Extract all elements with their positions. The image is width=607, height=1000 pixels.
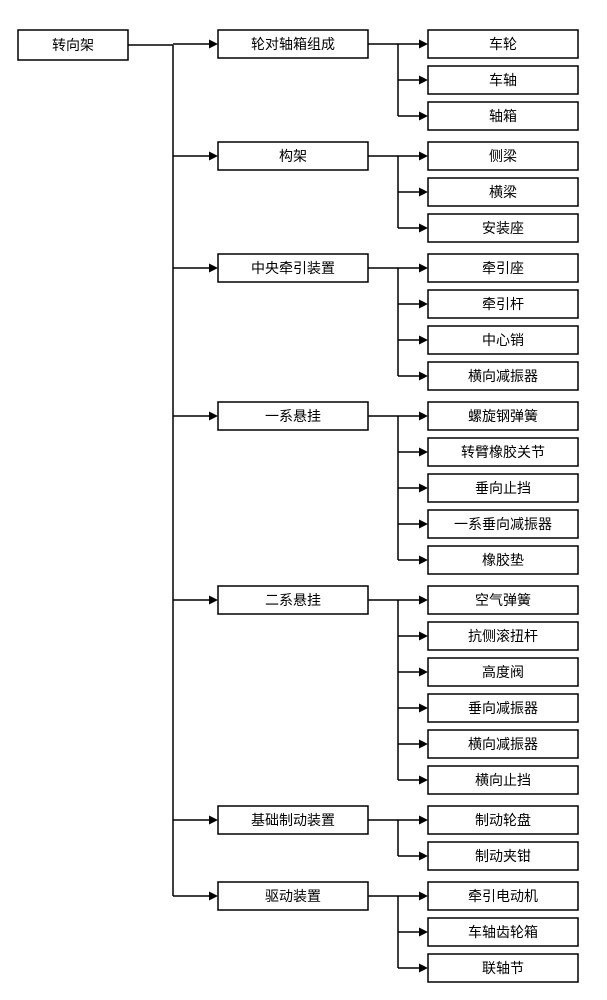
group-1-label: 构架 — [279, 148, 307, 164]
group-4-label: 二系悬挂 — [265, 592, 321, 608]
leaf-3-3-label: 一系垂向减振器 — [454, 516, 552, 532]
group-0-label: 轮对轴箱组成 — [251, 36, 335, 52]
group-3-label: 一系悬挂 — [265, 408, 321, 424]
leaf-4-1-label: 抗侧滚扭杆 — [468, 628, 538, 644]
leaf-0-2-label: 轴箱 — [489, 108, 517, 124]
leaf-2-0-label: 牵引座 — [482, 260, 524, 276]
root-node-label: 转向架 — [52, 37, 94, 53]
leaf-4-0-label: 空气弹簧 — [475, 592, 531, 608]
leaf-5-0-label: 制动轮盘 — [475, 812, 531, 828]
leaf-1-0-label: 侧梁 — [489, 148, 517, 164]
leaf-3-1-label: 转臂橡胶关节 — [461, 444, 545, 460]
leaf-3-2-label: 垂向止挡 — [475, 480, 531, 496]
leaf-6-1-label: 车轴齿轮箱 — [468, 924, 538, 940]
leaf-2-1-label: 牵引杆 — [482, 296, 524, 312]
leaf-3-4-label: 橡胶垫 — [482, 552, 524, 568]
group-6-label: 驱动装置 — [265, 888, 321, 904]
tree-diagram: 转向架 轮对轴箱组成 车轮车轴轴箱构架 侧梁横梁安装座中央牵引装置 牵引座牵引杆中心销横… — [8, 8, 599, 992]
leaf-5-1-label: 制动夹钳 — [475, 848, 531, 864]
leaf-1-1-label: 横梁 — [489, 184, 517, 200]
leaf-6-2-label: 联轴节 — [482, 960, 524, 976]
group-2-label: 中央牵引装置 — [251, 260, 335, 276]
group-5-label: 基础制动装置 — [251, 812, 335, 828]
leaf-4-5-label: 横向止挡 — [475, 772, 531, 788]
leaf-3-0-label: 螺旋钢弹簧 — [468, 408, 538, 424]
leaf-6-0-label: 牵引电动机 — [468, 888, 538, 904]
leaf-4-2-label: 高度阀 — [482, 664, 524, 680]
leaf-2-2-label: 中心销 — [482, 332, 524, 348]
leaf-0-1-label: 车轴 — [489, 72, 517, 88]
leaf-1-2-label: 安装座 — [482, 220, 524, 236]
leaf-4-4-label: 横向减振器 — [468, 736, 538, 752]
leaf-4-3-label: 垂向减振器 — [468, 700, 538, 716]
leaf-2-3-label: 横向减振器 — [468, 368, 538, 384]
leaf-0-0-label: 车轮 — [489, 36, 517, 52]
